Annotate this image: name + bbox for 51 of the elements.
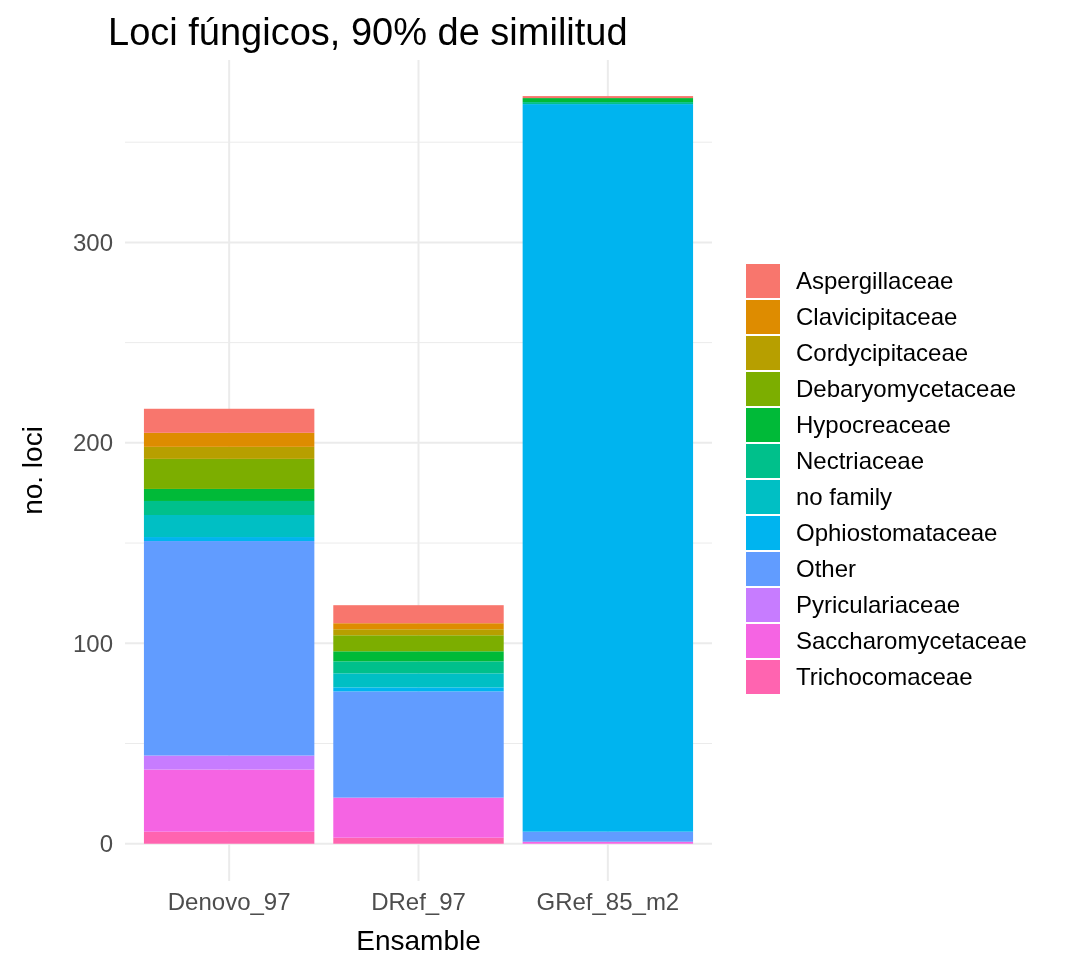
bar <box>143 432 315 447</box>
legend-label: Clavicipitaceae <box>796 303 958 331</box>
legend-label: Debaryomycetaceae <box>796 375 1017 403</box>
x-tick-label: Denovo_97 <box>167 887 291 915</box>
bar <box>333 797 504 838</box>
bar <box>333 673 504 688</box>
bar <box>333 651 504 662</box>
bar <box>333 661 504 674</box>
bar <box>333 691 504 798</box>
legend-label: no family <box>796 483 893 511</box>
bar <box>522 104 694 832</box>
legend-label: Hypocreaceae <box>796 411 951 439</box>
bar <box>333 629 504 636</box>
legend-label: Trichocomaceae <box>796 663 973 691</box>
bar <box>143 541 315 756</box>
y-tick-label: 100 <box>72 629 113 657</box>
bar <box>522 102 694 105</box>
legend-label: Cordycipitaceae <box>796 339 969 367</box>
x-axis-title: Ensamble <box>356 925 481 956</box>
x-tick-label: GRef_85_m2 <box>536 887 680 915</box>
legend-label: Other <box>796 555 857 583</box>
legend-label: Aspergillaceae <box>796 267 954 295</box>
bar <box>143 458 315 489</box>
y-tick-label: 200 <box>72 429 113 457</box>
chart-title: Loci fúngicos, 90% de similitud <box>108 11 628 53</box>
legend-label: Pyriculariaceae <box>796 591 961 619</box>
bar <box>143 755 315 770</box>
bar <box>143 537 315 542</box>
bar <box>522 96 694 99</box>
legend-label: Saccharomycetaceae <box>796 627 1027 655</box>
bar <box>143 488 315 501</box>
bar <box>143 515 315 538</box>
bar <box>522 831 694 842</box>
bar <box>143 408 315 433</box>
bar <box>333 687 504 692</box>
bar <box>522 98 694 103</box>
bar <box>143 446 315 459</box>
bar <box>333 605 504 624</box>
bar <box>522 841 694 844</box>
bar <box>333 635 504 652</box>
legend-label: Nectriaceae <box>796 447 925 475</box>
bar <box>333 623 504 630</box>
bar <box>143 500 315 515</box>
y-tick-label: 0 <box>99 830 113 858</box>
bar <box>143 831 315 844</box>
x-tick-label: DRef_97 <box>371 887 466 915</box>
bar <box>143 769 315 832</box>
legend-label: Ophiostomataceae <box>796 519 998 547</box>
y-tick-label: 300 <box>72 228 113 256</box>
bar <box>333 837 504 844</box>
y-axis-title: no. loci <box>17 426 48 515</box>
